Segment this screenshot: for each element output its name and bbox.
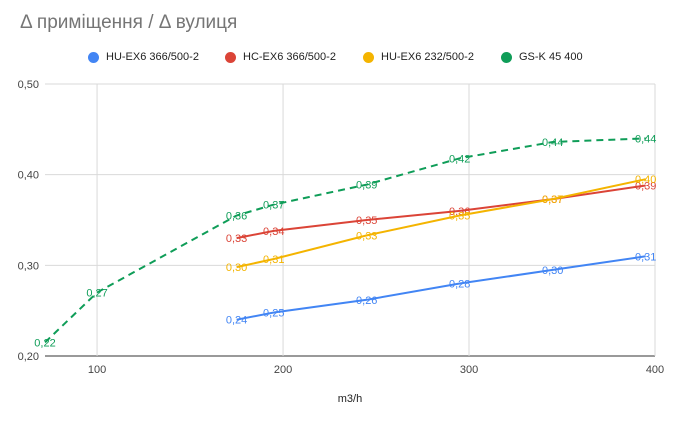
- legend-label: HU-EX6 366/500-2: [106, 51, 199, 63]
- data-label: 0,24: [226, 315, 247, 327]
- x-axis-title: m3/h: [338, 393, 362, 405]
- data-label: 0,44: [542, 137, 563, 149]
- legend-swatch: [225, 51, 236, 63]
- legend-item[interactable]: GS-K 45 400: [501, 48, 583, 66]
- legend-label: HU-EX6 232/500-2: [381, 51, 474, 63]
- legend-swatch: [363, 51, 374, 63]
- y-tick-label: 0,40: [18, 170, 39, 182]
- data-label: 0,37: [263, 200, 284, 212]
- legend-item[interactable]: HU-EX6 366/500-2: [88, 48, 199, 66]
- legend: HU-EX6 366/500-2 HC-EX6 366/500-2 HU-EX6 2…: [0, 48, 675, 68]
- data-label: 0,39: [635, 181, 656, 193]
- y-tick-label: 0,50: [18, 79, 39, 91]
- x-tick-label: 100: [88, 364, 106, 376]
- data-label: 0,31: [263, 254, 284, 266]
- data-label: 0,28: [449, 278, 470, 290]
- data-label: 0,42: [449, 153, 470, 165]
- data-label: 0,26: [356, 295, 377, 307]
- data-label: 0,37: [542, 194, 563, 206]
- data-label: 0,25: [263, 307, 284, 319]
- y-tick-label: 0,20: [18, 351, 39, 363]
- legend-swatch: [501, 51, 512, 63]
- chart-title: Δ приміщення / Δ вулиця: [20, 12, 238, 33]
- y-tick-label: 0,30: [18, 260, 39, 272]
- x-tick-label: 200: [274, 364, 292, 376]
- data-label: 0,33: [356, 230, 377, 242]
- data-label: 0,35: [356, 215, 377, 227]
- legend-swatch: [88, 51, 99, 63]
- x-tick-label: 400: [646, 364, 664, 376]
- data-label: 0,39: [356, 180, 377, 192]
- series-line: [236, 178, 646, 269]
- series-line: [236, 255, 646, 321]
- x-tick-label: 300: [460, 364, 478, 376]
- data-label: 0,40: [635, 174, 656, 186]
- legend-label: GS-K 45 400: [519, 51, 583, 63]
- data-label: 0,22: [34, 337, 55, 349]
- data-label: 0,31: [635, 251, 656, 263]
- data-label: 0,36: [226, 210, 247, 222]
- legend-item[interactable]: HU-EX6 232/500-2: [363, 48, 474, 66]
- data-label: 0,34: [263, 226, 284, 238]
- data-label: 0,33: [226, 233, 247, 245]
- data-label: 0,30: [542, 265, 563, 277]
- series-line: [236, 184, 646, 240]
- data-label: 0,30: [226, 262, 247, 274]
- legend-item[interactable]: HC-EX6 366/500-2: [225, 48, 336, 66]
- legend-label: HC-EX6 366/500-2: [243, 51, 336, 63]
- data-label: 0,35: [449, 210, 470, 222]
- data-label: 0,27: [86, 288, 107, 300]
- series-line: [44, 137, 646, 344]
- data-label: 0,44: [635, 133, 656, 145]
